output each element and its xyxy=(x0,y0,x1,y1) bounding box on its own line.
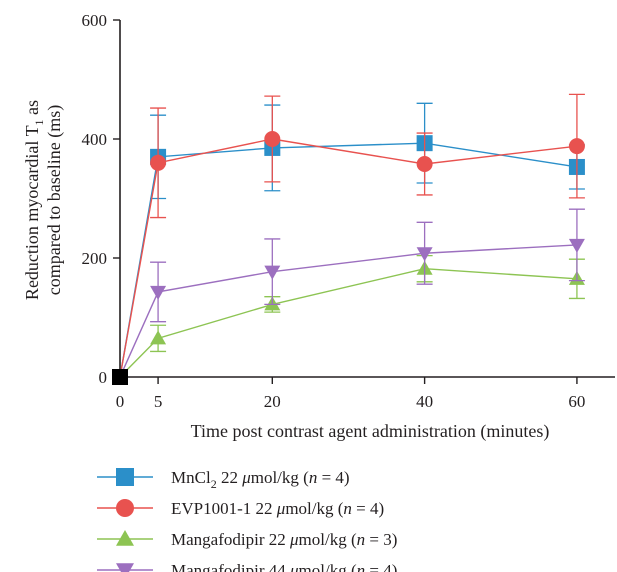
y-axis-title-line1: Reduction myocardial T1 as xyxy=(22,100,46,300)
y-tick-label: 0 xyxy=(99,368,108,387)
data-point xyxy=(150,330,167,345)
legend-label-part: mol/kg ( xyxy=(299,561,357,572)
series-line xyxy=(119,138,578,378)
legend-marker xyxy=(116,563,134,572)
x-tick-label: 60 xyxy=(568,392,585,411)
legend-item-4: Mangafodipir 44 μmol/kg (n = 4) xyxy=(97,561,397,572)
series-line xyxy=(119,142,578,378)
legend-label-part: 22 xyxy=(251,499,277,518)
series-2 xyxy=(119,93,585,378)
legend-marker xyxy=(116,499,134,517)
legend-label-part: mol/kg ( xyxy=(251,468,309,487)
legend-label-part: = 3) xyxy=(365,530,397,549)
y-tick-label: 200 xyxy=(82,249,108,268)
legend-label-part: 22 xyxy=(217,468,243,487)
legend-label-part: Mangafodipir xyxy=(171,561,265,572)
series-layer xyxy=(112,93,585,385)
data-point xyxy=(568,138,585,155)
legend-label-part: EVP1001-1 xyxy=(171,499,251,518)
legend-label: Mangafodipir 44 μmol/kg (n = 4) xyxy=(171,561,397,572)
series-4 xyxy=(119,208,585,378)
legend-label-part: MnCl xyxy=(171,468,211,487)
axis-titles: Time post contrast agent administration … xyxy=(22,100,549,442)
series-line xyxy=(119,268,577,378)
series-line xyxy=(119,244,577,378)
legend-item-1: MnCl2 22 μmol/kg (n = 4) xyxy=(97,468,350,491)
legend-item-2: EVP1001-1 22 μmol/kg (n = 4) xyxy=(97,499,384,518)
legend-label-part: mol/kg ( xyxy=(285,499,343,518)
x-tick-label: 0 xyxy=(116,392,125,411)
legend-label-part: Mangafodipir xyxy=(171,530,265,549)
data-point xyxy=(264,131,281,147)
data-point xyxy=(416,155,433,172)
legend: MnCl2 22 μmol/kg (n = 4)EVP1001-1 22 μmo… xyxy=(97,468,397,572)
y-axis-title-line2: compared to baseline (ms) xyxy=(44,105,65,295)
legend-label-part: = 4) xyxy=(352,499,384,518)
y-tick-label: 600 xyxy=(82,11,108,30)
x-tick-label: 40 xyxy=(416,392,433,411)
legend-label-part: n xyxy=(343,499,352,518)
legend-label-part: n xyxy=(357,530,366,549)
data-point xyxy=(150,154,167,171)
series-1 xyxy=(119,102,585,378)
legend-label: EVP1001-1 22 μmol/kg (n = 4) xyxy=(171,499,384,518)
x-axis-title: Time post contrast agent administration … xyxy=(191,421,550,442)
legend-marker xyxy=(116,530,134,546)
y-tick-label: 400 xyxy=(82,130,108,149)
legend-item-3: Mangafodipir 22 μmol/kg (n = 3) xyxy=(97,530,397,549)
data-point xyxy=(150,285,167,300)
legend-label-part: n xyxy=(357,561,366,572)
data-point xyxy=(568,238,585,253)
legend-label-part: 44 xyxy=(264,561,290,572)
axes xyxy=(119,20,615,378)
legend-label-part: n xyxy=(309,468,318,487)
legend-label-part: = 4) xyxy=(365,561,397,572)
legend-label-part: μ xyxy=(289,561,299,572)
legend-label-part: μ xyxy=(241,468,251,487)
y-axis-title-prefix: Reduction myocardial T xyxy=(22,125,42,300)
legend-label: MnCl2 22 μmol/kg (n = 4) xyxy=(171,468,350,491)
legend-label: Mangafodipir 22 μmol/kg (n = 3) xyxy=(171,530,397,549)
legend-marker xyxy=(116,468,134,486)
x-tick-label: 20 xyxy=(264,392,281,411)
y-axis-title-suffix: as xyxy=(22,100,42,120)
legend-label-part: mol/kg ( xyxy=(299,530,357,549)
legend-label-part: = 4) xyxy=(317,468,349,487)
data-point xyxy=(416,247,433,262)
data-point xyxy=(264,265,281,280)
x-tick-label: 5 xyxy=(154,392,163,411)
series-3 xyxy=(119,254,585,378)
origin-point xyxy=(112,369,128,385)
legend-label-part: μ xyxy=(289,530,299,549)
legend-label-part: 22 xyxy=(264,530,290,549)
y-axis-title-subscript: 1 xyxy=(32,119,46,125)
legend-label-part: μ xyxy=(276,499,286,518)
legend-label-part: 2 xyxy=(211,477,217,491)
